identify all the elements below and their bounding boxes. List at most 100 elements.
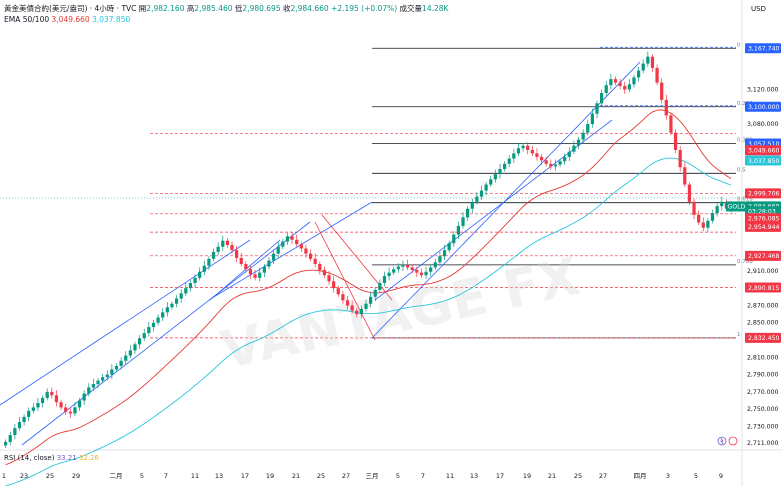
fib-label-6: 1 — [737, 332, 741, 338]
candle-body-42 — [198, 271, 202, 278]
low-label: 低 — [234, 4, 243, 13]
lightning-icon — [720, 437, 724, 445]
candle-body-155 — [720, 201, 724, 207]
y-tick-11: 2,730.000 — [747, 423, 779, 430]
candle-body-83 — [387, 272, 391, 277]
time-axis[interactable]: 1 23 25 29 二月 5 7 11 13 17 19 21 25 27 三月 5 7 11 13 17 19 21 2… — [2, 472, 723, 480]
candle-body-132 — [613, 79, 618, 83]
candle-body-107 — [498, 168, 502, 175]
y-tick-12: 2,711.000 — [747, 440, 779, 447]
fib-label-2: 0.382 — [737, 137, 753, 143]
rsi-value: 33.21 — [56, 454, 77, 462]
candle-body-104 — [484, 184, 488, 191]
open-value: 2,982.160 — [146, 4, 185, 13]
rsi-legend[interactable]: RSI (14, close) 33.21 32.26 — [4, 454, 99, 462]
price-tag-bg-8 — [745, 213, 781, 224]
candle-body-105 — [489, 179, 493, 185]
candle-body-28 — [133, 344, 137, 351]
candle-body-10 — [50, 391, 54, 396]
candle-body-125 — [581, 132, 585, 140]
fib-label-0: 0 — [737, 42, 741, 48]
price-tag-1: 3,100.000 — [748, 104, 780, 111]
candle-body-138 — [641, 63, 645, 71]
candle-body-22 — [105, 374, 109, 378]
rsi-ma-value: 32.26 — [78, 454, 100, 462]
candle-body-50 — [235, 250, 239, 258]
volume-label: 成交量 — [399, 4, 423, 13]
x-tick-11: 21 — [292, 472, 300, 480]
candle-body-57 — [267, 260, 271, 267]
candle-body-147 — [683, 167, 687, 185]
candle-body-140 — [650, 56, 655, 68]
ema-lines — [5, 109, 732, 486]
candle-body-55 — [258, 272, 262, 278]
candle-body-136 — [632, 77, 636, 85]
candle-body-110 — [512, 153, 516, 159]
candle-body-71 — [332, 281, 336, 289]
candle-body-109 — [507, 158, 511, 164]
candle-body-88 — [410, 267, 414, 271]
candle-body-120 — [558, 161, 562, 165]
candle-body-8 — [40, 397, 45, 404]
ema100-value: 3,037.850 — [92, 15, 131, 24]
candle-body-141 — [655, 67, 659, 83]
price-tag-12: 2,832.450 — [748, 335, 780, 342]
candle-body-129 — [600, 92, 604, 104]
y-tick-10: 2,750.000 — [747, 406, 779, 413]
axis-tools — [717, 436, 738, 446]
candle-body-114 — [530, 149, 534, 154]
candle-body-73 — [341, 294, 345, 301]
candle-body-130 — [604, 85, 608, 93]
candle-body-41 — [193, 277, 197, 284]
candle-body-119 — [553, 164, 558, 167]
candle-body-39 — [184, 288, 188, 294]
y-tick-5: 2,850.000 — [747, 320, 779, 327]
price-tag-bg-5 — [745, 188, 781, 199]
candle-body-29 — [137, 338, 142, 345]
candle-body-111 — [516, 148, 521, 154]
candle-body-37 — [174, 298, 179, 304]
candle-body-142 — [660, 82, 664, 100]
candle-body-152 — [706, 220, 710, 228]
candle-body-79 — [369, 296, 373, 304]
channel-line-2 — [371, 61, 641, 339]
candle-body-80 — [373, 289, 377, 297]
candle-body-151 — [701, 222, 705, 228]
candle-body-116 — [539, 156, 544, 161]
x-tick-15: 5 — [396, 472, 400, 480]
candle-body-99 — [461, 217, 465, 226]
y-tick-8: 2,790.000 — [747, 372, 779, 379]
candle-body-108 — [502, 163, 507, 169]
candle-body-23 — [110, 369, 114, 375]
candle-body-148 — [687, 184, 692, 202]
watermark: VANTAGE FX — [216, 247, 585, 381]
candle-body-1 — [8, 435, 12, 442]
candle-body-103 — [479, 190, 484, 197]
symbol-title[interactable]: 黃金美債合約(美元/盎司) · 4小時 · TVC — [4, 4, 137, 13]
candle-body-153 — [710, 213, 715, 221]
candle-body-53 — [248, 269, 253, 275]
y-tick-0: 3,120.000 — [747, 87, 779, 94]
candle-body-52 — [244, 264, 248, 270]
candle-body-35 — [165, 307, 169, 313]
channel-line-5 — [209, 239, 281, 301]
candle-body-84 — [392, 269, 396, 273]
ema-legend[interactable]: EMA 50/100 3,049.660 3,037.850 — [4, 15, 130, 24]
candle-body-91 — [424, 271, 428, 276]
price-tag-10: 2,927.468 — [748, 253, 780, 260]
candle-body-16 — [77, 400, 82, 408]
candle-body-121 — [563, 156, 567, 162]
x-tick-6: 7 — [164, 472, 168, 480]
candle-body-134 — [623, 86, 627, 90]
candle-body-100 — [466, 208, 470, 218]
x-tick-22: 25 — [574, 472, 582, 480]
currency-label[interactable]: USD — [751, 5, 766, 13]
price-tag-7: 03:28:03 — [748, 209, 776, 216]
candle-body-145 — [673, 132, 678, 150]
candle-body-98 — [456, 225, 461, 235]
candle-body-124 — [576, 139, 581, 146]
price-tag-3: 3,049.660 — [748, 148, 780, 155]
candle-body-154 — [715, 206, 719, 214]
